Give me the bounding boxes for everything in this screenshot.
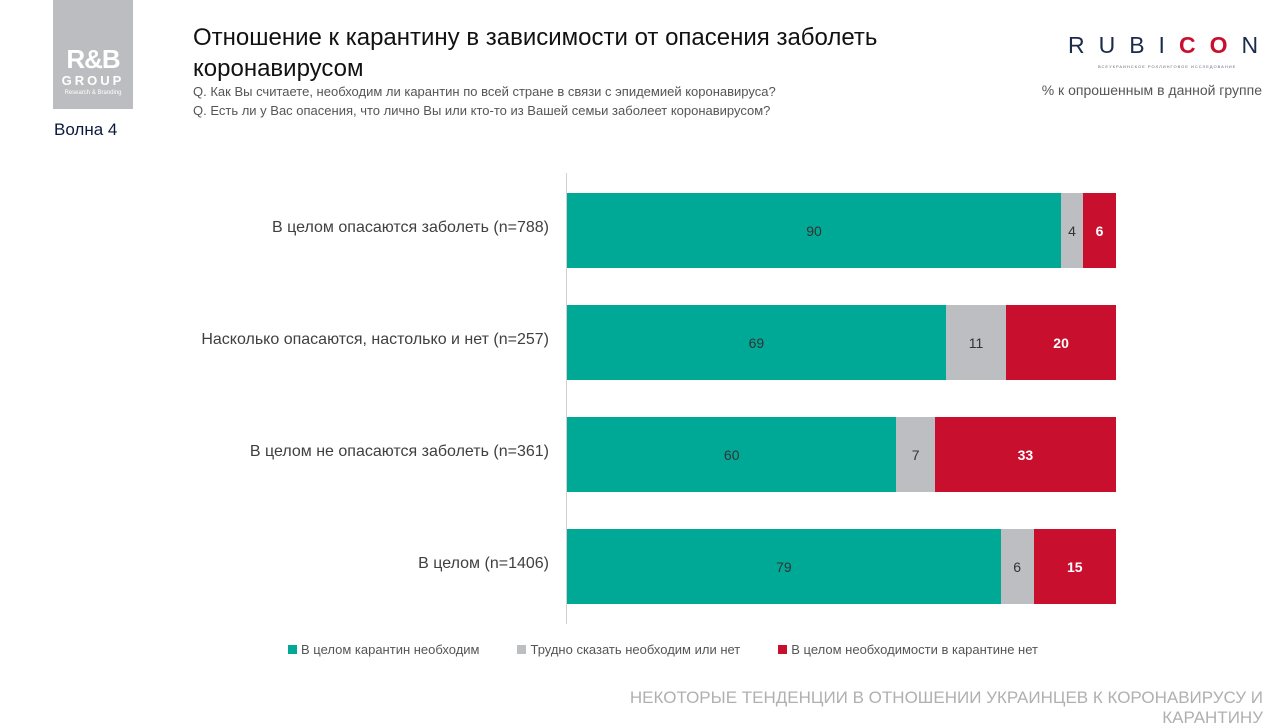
legend-swatch (288, 645, 297, 654)
rubicon-logo: RUBICON (1068, 32, 1273, 58)
rubicon-subtitle: ВСЕУКРАИНСКОЕ РОЛЛИНГОВОЕ ИССЛЕДОВАНИЕ (1098, 64, 1237, 69)
legend-item: В целом карантин необходим (288, 642, 479, 657)
legend: В целом карантин необходим Трудно сказать… (288, 642, 1076, 657)
bar-segment-s0: 60 (567, 417, 897, 492)
footer: НЕКОТОРЫЕ ТЕНДЕНЦИИ В ОТНОШЕНИИ УКРАИНЦЕ… (629, 688, 1263, 727)
question-2: Q. Есть ли у Вас опасения, что лично Вы … (193, 103, 771, 118)
bar-segment-s1: 11 (945, 305, 1007, 380)
category-label: Насколько опасаются, настолько и нет (n=… (201, 331, 549, 348)
bar-segment-s2: 33 (934, 417, 1116, 492)
bar-segment-s2: 15 (1033, 529, 1116, 604)
bar-segment-s2: 20 (1006, 305, 1116, 380)
bar-segment-s0: 90 (567, 193, 1062, 268)
percent-note: % к опрошенным в данной группе (1041, 82, 1262, 98)
bar-segment-s0: 69 (567, 305, 946, 380)
rb-group-logo: R&B GROUP Research & Branding (53, 0, 133, 109)
legend-item: В целом необходимости в карантине нет (778, 642, 1038, 657)
wave-label: Волна 4 (54, 120, 118, 139)
legend-label: В целом карантин необходим (301, 642, 480, 657)
page-title: Отношение к карантину в зависимости от о… (193, 24, 878, 82)
bar-segment-s1: 6 (1000, 529, 1034, 604)
legend-swatch (778, 645, 788, 654)
bar-segment-s0: 79 (567, 529, 1001, 604)
legend-label: Трудно сказать необходим или нет (530, 642, 741, 657)
bar-segment-s2: 6 (1083, 193, 1116, 268)
legend-label: В целом необходимости в карантине нет (791, 642, 1038, 657)
category-axis (566, 173, 567, 624)
question-1: Q. Как Вы считаете, необходим ли каранти… (193, 84, 776, 99)
legend-swatch (517, 645, 527, 654)
legend-item: Трудно сказать необходим или нет (517, 642, 740, 657)
category-label: В целом не опасаются заболеть (n=361) (249, 443, 549, 460)
category-label: В целом опасаются заболеть (n=788) (272, 219, 549, 236)
bar-segment-s1: 7 (896, 417, 935, 492)
bar-segment-s1: 4 (1061, 193, 1084, 268)
category-label: В целом (n=1406) (418, 555, 549, 572)
